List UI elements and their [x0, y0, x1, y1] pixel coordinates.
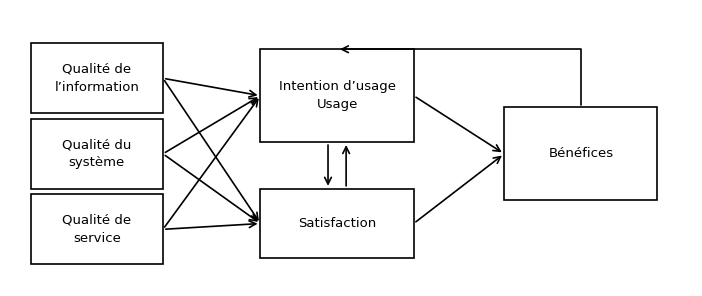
FancyBboxPatch shape: [504, 107, 658, 200]
Text: Intention d’usage
Usage: Intention d’usage Usage: [279, 80, 395, 111]
Text: Qualité de
service: Qualité de service: [62, 214, 131, 245]
Text: Qualité du
système: Qualité du système: [62, 138, 131, 169]
FancyBboxPatch shape: [260, 49, 413, 142]
FancyBboxPatch shape: [31, 44, 163, 113]
Text: Qualité de
l’information: Qualité de l’information: [54, 63, 139, 94]
FancyBboxPatch shape: [31, 119, 163, 189]
Text: Satisfaction: Satisfaction: [298, 217, 376, 230]
FancyBboxPatch shape: [260, 189, 413, 258]
FancyBboxPatch shape: [31, 194, 163, 264]
Text: Bénéfices: Bénéfices: [548, 147, 614, 160]
